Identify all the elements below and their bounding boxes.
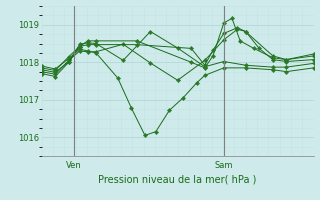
X-axis label: Pression niveau de la mer( hPa ): Pression niveau de la mer( hPa )	[99, 174, 257, 184]
